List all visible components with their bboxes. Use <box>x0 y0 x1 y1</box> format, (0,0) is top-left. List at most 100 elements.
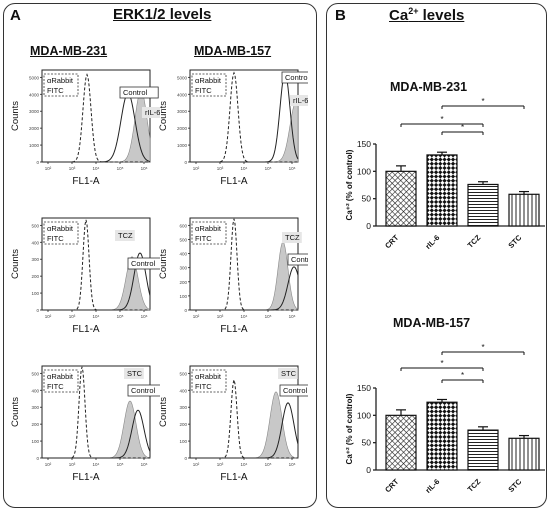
y-tick-label: 50 <box>362 194 372 204</box>
antibody-legend-line1: αRabbit <box>195 372 222 381</box>
treatment-legend-box <box>124 368 144 379</box>
antibody-legend-box <box>43 369 79 393</box>
control-histogram <box>190 266 299 311</box>
antibody-legend-box <box>191 221 227 245</box>
bar-crt <box>385 414 417 471</box>
y-axis-label: Counts <box>10 101 21 131</box>
x-tick-label: 10⁶ <box>289 166 296 171</box>
control-legend-label: Control <box>131 259 156 268</box>
y-tick-label: 100 <box>357 166 371 176</box>
x-tick-label: 10³ <box>69 166 76 171</box>
x-tick-label: 10² <box>45 462 52 467</box>
control-histogram <box>42 409 151 459</box>
x-tick-label: 10⁵ <box>117 462 124 467</box>
y-tick-label: 3000 <box>177 109 188 114</box>
x-tick-label: 10⁴ <box>241 166 248 171</box>
y-tick-label: 400 <box>179 388 187 393</box>
treatment-legend-box <box>290 95 308 106</box>
y-tick-label: 100 <box>179 439 187 444</box>
antibody-legend-line1: αRabbit <box>195 76 222 85</box>
treatment-legend-box <box>142 107 160 118</box>
y-tick-label: 200 <box>31 422 39 427</box>
bar-crt <box>385 170 417 227</box>
y-axis-label: Counts <box>10 397 21 427</box>
significance-star: * <box>440 359 443 368</box>
x-tick-label: 10⁴ <box>241 314 248 319</box>
x-tick-label: TCZ <box>466 233 483 250</box>
antibody-legend-box <box>43 73 79 97</box>
y-tick-label: 100 <box>31 439 39 444</box>
panel-b-title-sup: 2+ <box>408 6 419 16</box>
control-legend-label: Control <box>283 386 308 395</box>
y-tick-label: 200 <box>31 274 39 279</box>
antibody-legend-box <box>43 221 79 245</box>
panel-b-title-main: Ca <box>389 7 409 24</box>
x-tick-label: TCZ <box>466 477 483 494</box>
histogram-157-tcz: 0 100 200 300 400 500 600 10² 10³ 10⁴ 10⁵ 10⁶ FL1-A C… <box>158 217 308 335</box>
bar-tcz <box>467 429 499 471</box>
panel-b-label: B <box>335 7 346 24</box>
treatment-legend-label: TCZ <box>118 231 133 240</box>
treatment-legend-label: rIL-6 <box>293 96 308 105</box>
x-tick-label: 10⁴ <box>241 462 248 467</box>
antibody-legend-line2: FITC <box>195 234 212 243</box>
y-tick-label: 0 <box>36 160 39 165</box>
bar-stc <box>508 193 540 227</box>
x-tick-label: CRT <box>383 477 401 495</box>
control-legend-box <box>287 253 308 266</box>
y-tick-label: 2000 <box>177 126 188 131</box>
y-tick-label: 1000 <box>29 143 40 148</box>
x-tick-label: 10² <box>193 314 200 319</box>
y-tick-label: 4000 <box>29 92 40 97</box>
control-histogram <box>42 92 151 163</box>
panel-b-title-rest: levels <box>418 7 465 24</box>
x-tick-label: CRT <box>383 233 401 251</box>
antibody-legend-line2: FITC <box>47 86 64 95</box>
y-axis-label: Ca⁺² (% of control) <box>345 149 354 220</box>
x-axis-label: FL1-A <box>72 176 100 187</box>
panel-b-title: Ca2+ levels <box>389 6 464 24</box>
treated-histogram <box>42 400 151 459</box>
x-axis-label: FL1-A <box>72 324 100 335</box>
control-legend-box <box>119 86 159 99</box>
control-legend-box <box>127 384 160 397</box>
y-tick-label: 300 <box>31 405 39 410</box>
treated-histogram <box>42 89 151 163</box>
y-tick-label: 2000 <box>29 126 40 131</box>
control-legend-box <box>127 257 160 270</box>
control-histogram <box>42 252 151 311</box>
x-tick-label: 10² <box>193 166 200 171</box>
control-legend-label: Control <box>123 88 148 97</box>
y-tick-label: 100 <box>31 291 39 296</box>
x-tick-label: rIL-6 <box>424 233 442 251</box>
y-tick-label: 0 <box>36 456 39 461</box>
x-tick-label: 10³ <box>69 462 76 467</box>
x-tick-label: 10² <box>193 462 200 467</box>
histogram-231-tcz: 0 100 200 300 400 500 10² 10³ 10⁴ 10⁵ 10⁶ FL1-A Coun… <box>10 217 160 335</box>
treatment-legend-label: STC <box>281 369 297 378</box>
x-tick-label: 10⁵ <box>117 166 124 171</box>
x-tick-label: STC <box>506 233 523 250</box>
control-legend-box <box>281 71 308 84</box>
y-tick-label: 0 <box>184 308 187 313</box>
x-tick-label: 10² <box>45 166 52 171</box>
antibody-legend-line1: αRabbit <box>195 224 222 233</box>
control-legend-label: Control <box>291 255 308 264</box>
y-tick-label: 100 <box>179 294 187 299</box>
antibody-legend-line2: FITC <box>195 382 212 391</box>
antibody-legend-line1: αRabbit <box>47 224 74 233</box>
panel-a-label: A <box>10 7 21 24</box>
x-tick-label: 10³ <box>217 166 224 171</box>
y-tick-label: 200 <box>179 280 187 285</box>
y-tick-label: 1000 <box>177 143 188 148</box>
bar-ril-6 <box>426 154 458 227</box>
y-tick-label: 0 <box>184 160 187 165</box>
treatment-legend-box <box>115 230 135 241</box>
treatment-legend-label: TCZ <box>285 233 300 242</box>
bar-chart-title-157: MDA-MB-157 <box>393 316 471 330</box>
antibody-legend-box <box>191 73 227 97</box>
treated-histogram <box>190 101 299 163</box>
y-tick-label: 200 <box>179 422 187 427</box>
antibody-legend-line2: FITC <box>47 382 64 391</box>
